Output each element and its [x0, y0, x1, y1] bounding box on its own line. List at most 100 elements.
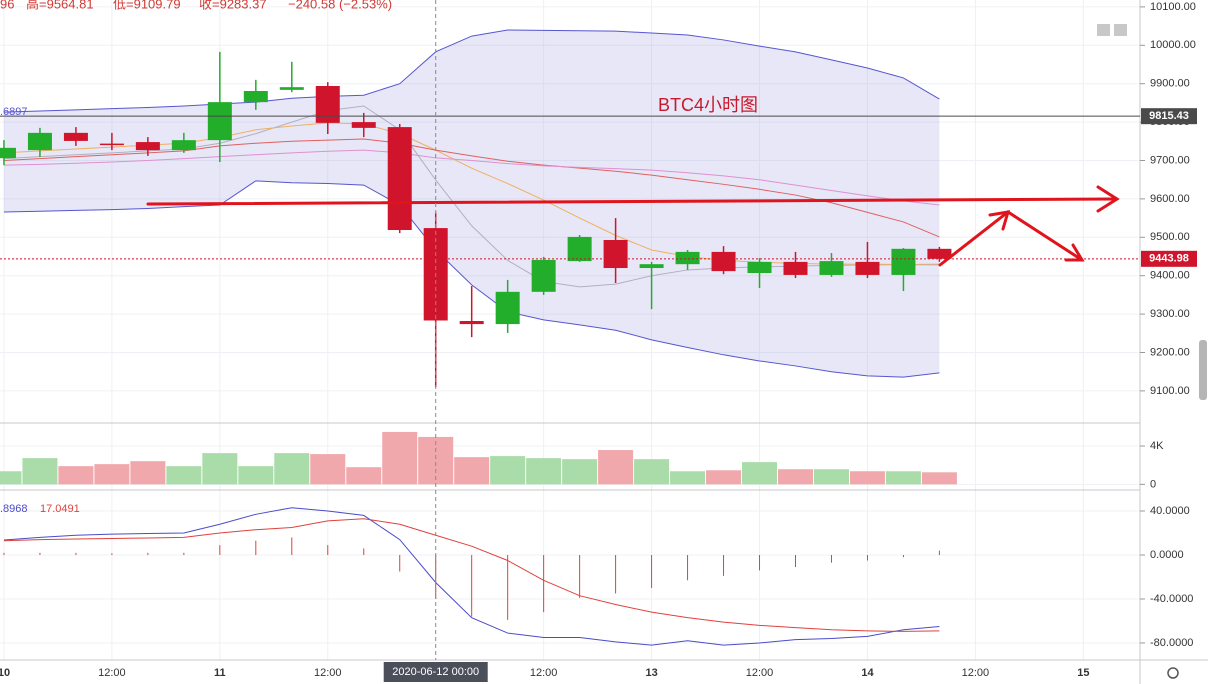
scroll-handle[interactable] [1199, 340, 1207, 400]
x-tick-label: 14 [861, 667, 874, 679]
candle-body [135, 142, 160, 151]
toolbar-button[interactable] [1097, 24, 1110, 36]
x-tick-label: 12:00 [962, 667, 990, 679]
y-tick-label: 4K [1150, 440, 1164, 452]
moving-average [3, 138, 940, 238]
y-tick-label: 9700.00 [1150, 154, 1190, 166]
y-tick-label: 9200.00 [1150, 346, 1190, 358]
volume-bar [849, 471, 885, 485]
indicator-readout: 17.0491 [40, 503, 80, 515]
volume-bar [0, 471, 22, 485]
volume-bar [58, 466, 94, 485]
y-tick-label: 9400.00 [1150, 270, 1190, 282]
y-tick-label: 9500.00 [1150, 231, 1190, 243]
volume-bar [885, 471, 921, 485]
y-tick-label: 10100.00 [1150, 1, 1196, 13]
volume-bar [490, 456, 526, 485]
volume-bar [670, 471, 706, 485]
indicator-readout: .6897 [0, 106, 28, 118]
y-tick-label: 9300.00 [1150, 308, 1190, 320]
candle-body [855, 261, 880, 275]
settings-icon[interactable] [1167, 667, 1179, 679]
volume-bar [742, 462, 778, 485]
moving-average [3, 149, 940, 206]
y-tick-label: 10000.00 [1150, 39, 1196, 51]
macd-line [3, 518, 940, 632]
band-line [3, 180, 940, 378]
indicator-readout: .8968 [0, 503, 28, 515]
volume-bar [310, 454, 346, 485]
arrow-head [1064, 243, 1085, 262]
volume-bar [562, 459, 598, 485]
header-item: 收=9283.37 [199, 0, 267, 11]
volume-bar [598, 450, 634, 485]
y-tick-label: -80.0000 [1150, 637, 1193, 649]
volume-bar [94, 464, 130, 485]
volume-bar [130, 461, 166, 485]
price-label-box [1141, 108, 1197, 125]
candle-body [207, 102, 232, 141]
price-label-box [1141, 250, 1197, 267]
volume-bar [382, 431, 418, 485]
price-label: 9443.98 [1149, 253, 1189, 265]
macd-line [3, 507, 940, 646]
volume-bar [238, 466, 274, 485]
candle-body [783, 261, 808, 275]
candle-body [567, 236, 592, 262]
candle-body [0, 147, 16, 159]
header-item: 高=9564.81 [26, 0, 94, 11]
x-tick-label: 11 [214, 667, 226, 679]
candle-body [279, 87, 304, 90]
candle-body [603, 239, 628, 269]
toolbar-button[interactable] [1114, 24, 1127, 36]
candle-body [927, 248, 952, 259]
candle-body [531, 259, 556, 292]
candle-body [63, 132, 88, 141]
volume-bar [454, 457, 490, 485]
volume-bar [22, 458, 58, 485]
y-tick-label: -40.0000 [1150, 593, 1193, 605]
candle-body [99, 143, 124, 146]
candle-body [351, 122, 376, 128]
candle-body [315, 86, 340, 123]
header-item: 低=9109.79 [113, 0, 181, 11]
price-label: 9815.43 [1149, 110, 1189, 122]
candle-body [639, 264, 664, 269]
band-line [3, 29, 940, 113]
volume-bar [813, 469, 849, 485]
x-tick-label: 12:00 [98, 667, 126, 679]
x-tick-label: 12:00 [746, 667, 774, 679]
x-tick-label: 10 [0, 667, 10, 679]
volume-bar [202, 453, 238, 485]
candle-body [711, 251, 736, 272]
header: 96 高=9564.81 低=9109.79 收=9283.37 −240.58 (−2… [0, 0, 392, 11]
candle-body [27, 132, 52, 151]
candle-body [747, 261, 772, 274]
volume-bar [706, 470, 742, 485]
y-tick-label: 9900.00 [1150, 78, 1190, 90]
arrow-head [1096, 185, 1120, 213]
arrow-head [988, 210, 1011, 231]
volume-bar [274, 453, 310, 485]
resistance-line [146, 197, 1117, 206]
x-tick-label: 12:00 [314, 667, 342, 679]
candle-body [171, 140, 196, 151]
header-item: −240.58 (−2.53%) [288, 0, 392, 11]
volume-bar [166, 466, 202, 485]
crosshair-label-box [383, 662, 488, 682]
candle-body [495, 291, 520, 325]
y-tick-label: 40.0000 [1150, 505, 1190, 517]
candle-body [243, 91, 268, 103]
drawing-annotations [146, 185, 1120, 267]
volume-bar [921, 472, 957, 485]
crosshair-label: 2020-06-12 00:00 [392, 666, 479, 678]
candle-body [459, 321, 484, 325]
y-tick-label: 0.0000 [1150, 549, 1184, 561]
x-tick-label: 12:00 [530, 667, 558, 679]
x-tick-label: 15 [1077, 667, 1089, 679]
volume-bar [777, 469, 813, 485]
y-tick-label: 9600.00 [1150, 193, 1190, 205]
volume-bar [346, 467, 382, 485]
header-item: 96 [0, 0, 14, 11]
